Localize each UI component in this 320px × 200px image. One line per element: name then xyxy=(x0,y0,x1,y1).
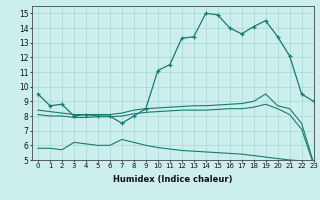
X-axis label: Humidex (Indice chaleur): Humidex (Indice chaleur) xyxy=(113,175,233,184)
